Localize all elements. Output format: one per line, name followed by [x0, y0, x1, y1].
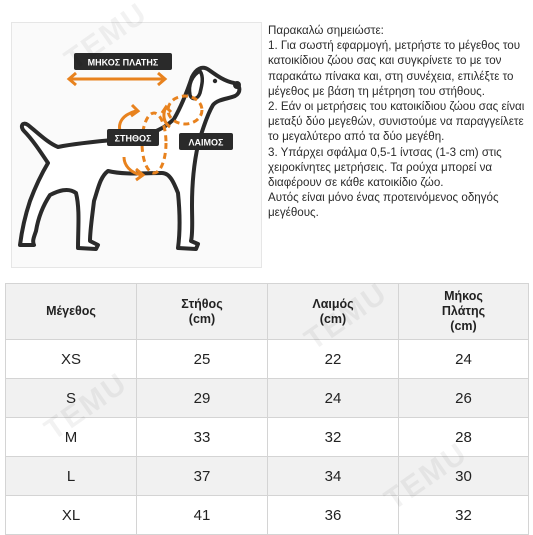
table-row: L 37 34 30 — [5, 456, 529, 496]
table-row: XS 25 22 24 — [5, 339, 529, 379]
cell-size: L — [5, 456, 137, 496]
header-back-length: Μήκος Πλάτης (cm) — [398, 283, 529, 340]
size-chart-table: Μέγεθος Στήθος (cm) Λαιμός (cm) Μήκος Πλ… — [5, 283, 529, 535]
header-chest: Στήθος (cm) — [136, 283, 268, 340]
size-notes: Παρακαλώ σημειώστε: 1. Για σωστή εφαρμογ… — [268, 23, 530, 221]
notes-heading: Παρακαλώ σημειώστε: — [268, 24, 384, 37]
neck-arrows — [160, 104, 173, 129]
table-row: XL 41 36 32 — [5, 495, 529, 535]
svg-text:ΜΗΚΟΣ ΠΛΑΤΗΣ: ΜΗΚΟΣ ΠΛΑΤΗΣ — [88, 58, 159, 68]
table-row: M 33 32 28 — [5, 417, 529, 457]
cell-size: XS — [5, 339, 137, 379]
cell-back: 28 — [398, 417, 529, 457]
cell-neck: 22 — [267, 339, 399, 379]
dog-eye — [212, 78, 218, 84]
chest-arrows — [118, 103, 146, 182]
back-length-arrow — [66, 71, 168, 87]
notes-item-4: Αυτός είναι μόνο ένας προτεινόμενος οδηγ… — [268, 191, 499, 220]
svg-text:ΣΤΗΘΟΣ: ΣΤΗΘΟΣ — [115, 134, 152, 144]
table-header-row: Μέγεθος Στήθος (cm) Λαιμός (cm) Μήκος Πλ… — [5, 283, 529, 340]
table-row: S 29 24 26 — [5, 378, 529, 418]
back-length-label: ΜΗΚΟΣ ΠΛΑΤΗΣ — [74, 53, 172, 70]
cell-chest: 25 — [136, 339, 268, 379]
cell-back: 24 — [398, 339, 529, 379]
cell-neck: 24 — [267, 378, 399, 418]
cell-chest: 37 — [136, 456, 268, 496]
neck-label: ΛΑΙΜΟΣ — [179, 133, 233, 150]
cell-neck: 34 — [267, 456, 399, 496]
svg-text:ΛΑΙΜΟΣ: ΛΑΙΜΟΣ — [189, 138, 225, 148]
cell-chest: 41 — [136, 495, 268, 535]
dog-measurement-illustration: ΜΗΚΟΣ ΠΛΑΤΗΣ ΣΤΗΘΟΣ ΛΑΙΜΟΣ — [11, 22, 262, 268]
header-size: Μέγεθος — [5, 283, 137, 340]
cell-back: 30 — [398, 456, 529, 496]
chest-label: ΣΤΗΘΟΣ — [107, 129, 159, 146]
notes-item-2: 2. Εάν οι μετρήσεις του κατοικίδιου ζώου… — [268, 100, 525, 144]
chest-measure-loop — [140, 111, 168, 175]
cell-back: 26 — [398, 378, 529, 418]
notes-item-1: 1. Για σωστή εφαρμογή, μετρήστε το μέγεθ… — [268, 39, 521, 98]
cell-size: XL — [5, 495, 137, 535]
cell-chest: 29 — [136, 378, 268, 418]
cell-neck: 36 — [267, 495, 399, 535]
neck-measure-loop — [166, 94, 204, 126]
cell-neck: 32 — [267, 417, 399, 457]
cell-size: M — [5, 417, 137, 457]
dog-nose — [233, 81, 241, 89]
dog-outline — [18, 65, 242, 251]
header-neck: Λαιμός (cm) — [267, 283, 399, 340]
notes-item-3: 3. Υπάρχει σφάλμα 0,5-1 ίντσας (1-3 cm) … — [268, 145, 502, 190]
cell-chest: 33 — [136, 417, 268, 457]
cell-size: S — [5, 378, 137, 418]
cell-back: 32 — [398, 495, 529, 535]
dog-silhouette: ΜΗΚΟΣ ΠΛΑΤΗΣ ΣΤΗΘΟΣ ΛΑΙΜΟΣ — [18, 53, 242, 251]
